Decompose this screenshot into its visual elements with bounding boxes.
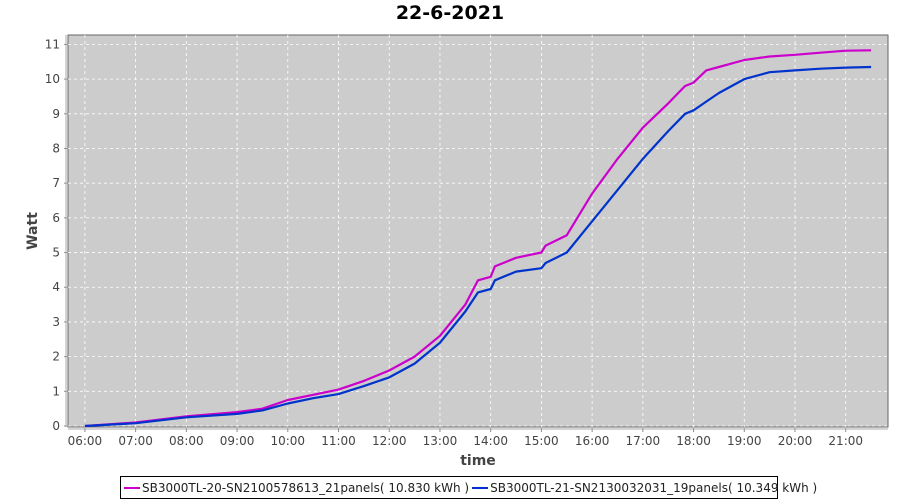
y-tick-label: 7 bbox=[52, 176, 60, 190]
y-tick-label: 4 bbox=[52, 280, 60, 294]
y-tick-label: 10 bbox=[45, 72, 60, 86]
x-tick-label: 17:00 bbox=[626, 434, 661, 448]
x-tick-label: 19:00 bbox=[727, 434, 762, 448]
y-tick-label: 0 bbox=[52, 419, 60, 433]
x-tick-label: 15:00 bbox=[524, 434, 559, 448]
y-tick-label: 9 bbox=[52, 107, 60, 121]
legend-label: SB3000TL-21-SN2130032031_19panels( 10.34… bbox=[490, 480, 818, 495]
y-tick-label: 1 bbox=[52, 384, 60, 398]
legend-swatch bbox=[124, 486, 140, 489]
x-tick-label: 18:00 bbox=[676, 434, 711, 448]
x-axis-label: time bbox=[460, 453, 496, 469]
y-tick-label: 5 bbox=[52, 246, 60, 260]
legend: SB3000TL-20-SN2100578613_21panels( 10.83… bbox=[120, 476, 817, 499]
x-tick-label: 14:00 bbox=[473, 434, 508, 448]
x-tick-label: 08:00 bbox=[169, 434, 204, 448]
y-tick-label: 3 bbox=[52, 315, 60, 329]
x-tick-label: 06:00 bbox=[68, 434, 103, 448]
y-tick-label: 6 bbox=[52, 211, 60, 225]
line-chart: 0 1 2 3 4 5 6 7 8 9 10 11 06:00 07:00 08:00 09:00 10:00 1… bbox=[25, 34, 889, 469]
x-tick-label: 07:00 bbox=[118, 434, 153, 448]
series-line-1 bbox=[84, 49, 872, 428]
legend-item: SB3000TL-20-SN2100578613_21panels( 10.83… bbox=[124, 481, 469, 495]
x-tick-label: 09:00 bbox=[220, 434, 255, 448]
legend-swatch bbox=[472, 486, 489, 489]
x-tick-label: 11:00 bbox=[321, 434, 356, 448]
chart-title: 22-6-2021 bbox=[395, 2, 505, 24]
plot-area bbox=[67, 34, 889, 428]
y-tick-label: 8 bbox=[52, 141, 60, 155]
series-line-2 bbox=[84, 65, 872, 428]
legend-label: SB3000TL-20-SN2100578613_21panels( 10.83… bbox=[142, 480, 470, 495]
y-tick-label: 11 bbox=[45, 37, 60, 51]
x-tick-label: 21:00 bbox=[828, 434, 863, 448]
legend-item: SB3000TL-21-SN2130032031_19panels( 10.34… bbox=[472, 481, 817, 495]
x-tick-label: 16:00 bbox=[575, 434, 610, 448]
y-axis-label: Watt bbox=[25, 212, 41, 250]
x-tick-label: 12:00 bbox=[372, 434, 407, 448]
x-tick-label: 20:00 bbox=[778, 434, 813, 448]
x-tick-label: 13:00 bbox=[423, 434, 458, 448]
y-tick-label: 2 bbox=[52, 350, 60, 364]
x-tick-label: 10:00 bbox=[270, 434, 305, 448]
